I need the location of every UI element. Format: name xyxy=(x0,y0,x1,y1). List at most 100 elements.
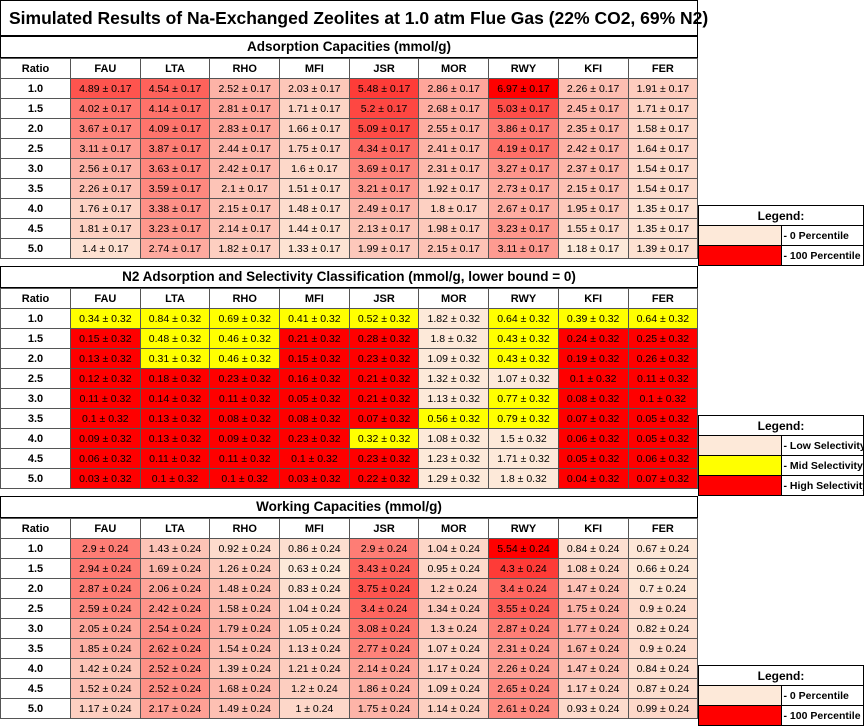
value-cell: 1.39 ± 0.24 xyxy=(209,658,281,679)
value-cell: 1.54 ± 0.24 xyxy=(209,638,281,659)
value-cell: 0.06 ± 0.32 xyxy=(70,448,141,469)
ratio-cell: 4.5 xyxy=(0,218,71,239)
value-cell: 5.48 ± 0.17 xyxy=(348,78,420,99)
value-cell: 2.81 ± 0.17 xyxy=(209,98,281,119)
value-cell: 0.34 ± 0.32 xyxy=(70,308,141,329)
value-cell: 0.13 ± 0.32 xyxy=(139,408,211,429)
value-cell: 0.32 ± 0.32 xyxy=(348,428,420,449)
value-cell: 1.43 ± 0.24 xyxy=(139,538,211,559)
value-cell: 0.15 ± 0.32 xyxy=(70,328,141,349)
ratio-cell: 2.0 xyxy=(0,118,71,139)
value-cell: 0.11 ± 0.32 xyxy=(627,368,699,389)
value-cell: 1.44 ± 0.17 xyxy=(279,218,350,239)
value-cell: 0.05 ± 0.32 xyxy=(279,388,350,409)
table-row: 4.0 0.09 ± 0.32 0.13 ± 0.32 0.09 ± 0.32 0.23… xyxy=(0,428,699,449)
value-cell: 0.06 ± 0.32 xyxy=(557,428,629,449)
legend-swatch xyxy=(698,705,782,726)
value-cell: 0.9 ± 0.24 xyxy=(627,638,699,659)
value-cell: 0.31 ± 0.32 xyxy=(139,348,211,369)
column-header: MFI xyxy=(279,288,350,309)
table-row: 5.0 1.4 ± 0.17 2.74 ± 0.17 1.82 ± 0.17 1.33 … xyxy=(0,238,699,259)
value-cell: 0.63 ± 0.24 xyxy=(279,558,350,579)
value-cell: 2.65 ± 0.24 xyxy=(488,678,559,699)
value-cell: 4.34 ± 0.17 xyxy=(348,138,420,159)
value-cell: 0.93 ± 0.24 xyxy=(557,698,629,719)
table-row: 3.5 1.85 ± 0.24 2.62 ± 0.24 1.54 ± 0.24 1.13… xyxy=(0,638,699,659)
value-cell: 2.87 ± 0.24 xyxy=(70,578,141,599)
table-row: 3.5 0.1 ± 0.32 0.13 ± 0.32 0.08 ± 0.32 0.08 … xyxy=(0,408,699,429)
column-header: Ratio xyxy=(0,58,71,79)
column-header: LTA xyxy=(139,288,211,309)
value-cell: 3.4 ± 0.24 xyxy=(348,598,420,619)
value-cell: 0.64 ± 0.32 xyxy=(488,308,559,329)
value-cell: 3.63 ± 0.17 xyxy=(139,158,211,179)
value-cell: 1.64 ± 0.17 xyxy=(627,138,699,159)
table-row: 2.0 0.13 ± 0.32 0.31 ± 0.32 0.46 ± 0.32 0.15… xyxy=(0,348,699,369)
column-header: RWY xyxy=(488,518,559,539)
value-cell: 1.07 ± 0.24 xyxy=(418,638,490,659)
value-cell: 2.9 ± 0.24 xyxy=(70,538,141,559)
value-cell: 1.75 ± 0.17 xyxy=(279,138,350,159)
value-cell: 0.08 ± 0.32 xyxy=(209,408,281,429)
value-cell: 0.64 ± 0.32 xyxy=(627,308,699,329)
column-header: JSR xyxy=(348,288,420,309)
value-cell: 2.15 ± 0.17 xyxy=(557,178,629,199)
value-cell: 0.83 ± 0.24 xyxy=(279,578,350,599)
value-cell: 0.21 ± 0.32 xyxy=(279,328,350,349)
value-cell: 2.05 ± 0.24 xyxy=(70,618,141,639)
legend-item: - 0 Percentile xyxy=(698,225,864,246)
value-cell: 2.1 ± 0.17 xyxy=(209,178,281,199)
table-row: 2.0 3.67 ± 0.17 4.09 ± 0.17 2.83 ± 0.17 1.66… xyxy=(0,118,699,139)
value-cell: 0.19 ± 0.32 xyxy=(557,348,629,369)
value-cell: 3.86 ± 0.17 xyxy=(488,118,559,139)
value-cell: 1.71 ± 0.17 xyxy=(279,98,350,119)
value-cell: 1.52 ± 0.24 xyxy=(70,678,141,699)
value-cell: 2.26 ± 0.17 xyxy=(70,178,141,199)
ratio-cell: 4.0 xyxy=(0,198,71,219)
value-cell: 2.73 ± 0.17 xyxy=(488,178,559,199)
value-cell: 0.1 ± 0.32 xyxy=(627,388,699,409)
value-cell: 2.61 ± 0.24 xyxy=(488,698,559,719)
value-cell: 0.21 ± 0.32 xyxy=(348,388,420,409)
ratio-cell: 3.0 xyxy=(0,158,71,179)
legend-item: - High Selectivity xyxy=(698,475,864,496)
value-cell: 2.42 ± 0.24 xyxy=(139,598,211,619)
value-cell: 2.68 ± 0.17 xyxy=(418,98,490,119)
value-cell: 1.14 ± 0.24 xyxy=(418,698,490,719)
legend-swatch xyxy=(698,225,782,246)
ratio-cell: 5.0 xyxy=(0,238,71,259)
legend-swatch xyxy=(698,455,782,476)
value-cell: 1.2 ± 0.24 xyxy=(418,578,490,599)
column-header: MFI xyxy=(279,518,350,539)
data-table: Ratio FAU LTA RHO MFI JSR MOR RWY KFI FER 1.0 2.9 ±… xyxy=(0,518,699,719)
value-cell: 0.23 ± 0.32 xyxy=(348,448,420,469)
value-cell: 3.59 ± 0.17 xyxy=(139,178,211,199)
ratio-cell: 3.0 xyxy=(0,388,71,409)
value-cell: 0.1 ± 0.32 xyxy=(557,368,629,389)
value-cell: 2.14 ± 0.24 xyxy=(348,658,420,679)
column-header: KFI xyxy=(557,518,629,539)
column-header: RHO xyxy=(209,288,281,309)
value-cell: 1.99 ± 0.17 xyxy=(348,238,420,259)
value-cell: 0.11 ± 0.32 xyxy=(209,448,281,469)
value-cell: 0.56 ± 0.32 xyxy=(418,408,490,429)
value-cell: 1.58 ± 0.24 xyxy=(209,598,281,619)
value-cell: 3.08 ± 0.24 xyxy=(348,618,420,639)
legend-label: - 0 Percentile xyxy=(780,225,864,246)
value-cell: 4.3 ± 0.24 xyxy=(488,558,559,579)
value-cell: 1.75 ± 0.24 xyxy=(348,698,420,719)
value-cell: 1.68 ± 0.24 xyxy=(209,678,281,699)
value-cell: 1.13 ± 0.32 xyxy=(418,388,490,409)
legend-label: - High Selectivity xyxy=(780,475,864,496)
value-cell: 1.85 ± 0.24 xyxy=(70,638,141,659)
ratio-cell: 2.5 xyxy=(0,598,71,619)
value-cell: 3.11 ± 0.17 xyxy=(70,138,141,159)
table-row: 2.5 0.12 ± 0.32 0.18 ± 0.32 0.23 ± 0.32 0.16… xyxy=(0,368,699,389)
column-header: RWY xyxy=(488,58,559,79)
ratio-cell: 2.5 xyxy=(0,138,71,159)
value-cell: 0.03 ± 0.32 xyxy=(279,468,350,489)
value-cell: 0.03 ± 0.32 xyxy=(70,468,141,489)
value-cell: 2.49 ± 0.17 xyxy=(348,198,420,219)
column-header: Ratio xyxy=(0,518,71,539)
ratio-cell: 3.5 xyxy=(0,408,71,429)
